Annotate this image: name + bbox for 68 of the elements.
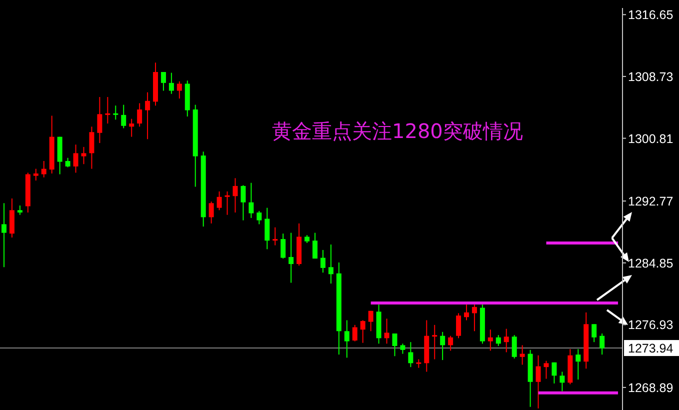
- candlestick: [129, 118, 134, 138]
- candlestick: [552, 362, 557, 384]
- candlestick: [280, 233, 286, 260]
- candlestick: [440, 331, 446, 361]
- candlestick: [312, 232, 318, 260]
- annotation: 黄金重点关注1280突破情况: [272, 119, 523, 143]
- candlestick: [600, 333, 605, 356]
- y-tick-label: 1284.85: [628, 256, 674, 270]
- y-tick-label: 1276.93: [628, 318, 674, 332]
- candlestick: [400, 343, 406, 354]
- candlestick: [496, 334, 501, 346]
- candlestick: [105, 96, 110, 124]
- candlestick: [520, 344, 525, 366]
- candlestick: [384, 318, 390, 344]
- candlestick: [168, 72, 174, 94]
- candlestick: [240, 184, 246, 221]
- y-tick-label: 1300.81: [628, 132, 674, 146]
- candlestick: [264, 207, 270, 250]
- candlestick: [344, 320, 350, 358]
- candlestick: [1, 202, 6, 268]
- candlestick: [73, 144, 78, 174]
- candlestick: [368, 310, 374, 332]
- candlestick: [89, 126, 94, 170]
- candlestick: [592, 324, 597, 343]
- candlestick: [145, 92, 150, 140]
- candlestick: [248, 182, 254, 218]
- y-tick-label: 1292.77: [628, 194, 674, 209]
- candlestick: [536, 354, 541, 409]
- candlestick: [137, 102, 142, 128]
- candlestick: [448, 335, 454, 352]
- candlestick: [456, 312, 462, 339]
- y-tick-label: 1308.73: [628, 70, 674, 84]
- candlestick: [176, 80, 182, 100]
- candlestick: [33, 168, 38, 182]
- candlestick: [328, 244, 334, 284]
- candlestick: [408, 342, 414, 368]
- candlestick: [208, 201, 214, 224]
- candlestick: [472, 304, 477, 332]
- candlestick: [272, 226, 278, 246]
- candlestick: [432, 324, 438, 360]
- ref-line-label: 1273.94: [628, 342, 674, 356]
- candlestick: [504, 328, 509, 353]
- candlestick: [256, 210, 262, 225]
- candlestick: [65, 157, 70, 168]
- candlestick: [160, 72, 166, 92]
- candlestick: [113, 105, 118, 120]
- candlestick: [17, 204, 22, 216]
- candlestick: [121, 104, 126, 129]
- candlestick: [232, 178, 238, 214]
- candlestick: [41, 160, 46, 178]
- candlestick: [560, 371, 565, 392]
- candlestick: [360, 320, 366, 344]
- candlestick: [216, 190, 222, 211]
- y-tick-label: 1316.65: [628, 8, 674, 22]
- candlestick: [512, 334, 517, 359]
- candlestick: [544, 360, 549, 380]
- candlestick: [488, 329, 493, 352]
- candlestick: [9, 198, 14, 238]
- candlestick: [392, 333, 398, 357]
- y-tick-label: 1268.89: [628, 380, 674, 395]
- candlestick: [352, 324, 358, 342]
- candlestick: [288, 232, 294, 284]
- candlestick: [576, 348, 581, 380]
- candlestick: [97, 96, 102, 144]
- candlestick: [224, 190, 230, 216]
- candlestick: [464, 304, 469, 321]
- candlestick: [320, 249, 326, 274]
- candlestick: [81, 146, 86, 165]
